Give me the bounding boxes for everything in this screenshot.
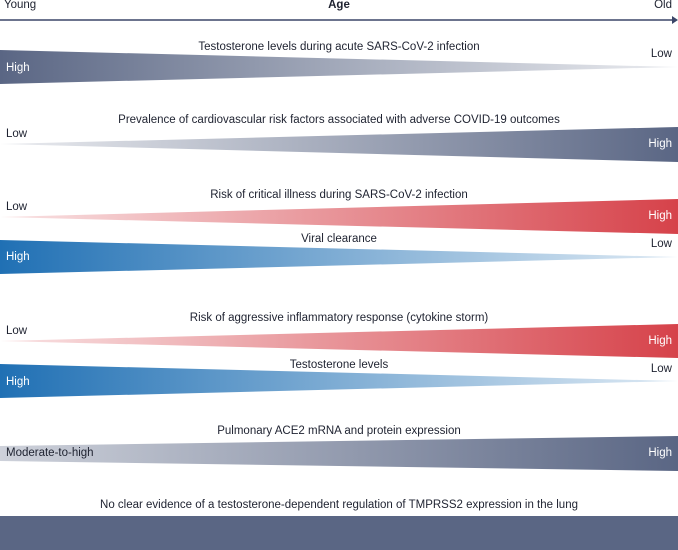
age-axis-arrowhead [672, 16, 678, 24]
wedge-testosterone [0, 364, 678, 398]
row-right-label-cv-risk: High [648, 138, 672, 150]
row-right-label-inflammatory: High [648, 335, 672, 347]
row-title-tmprss2: No clear evidence of a testosterone-depe… [100, 499, 578, 511]
wedge-testosterone-acute [0, 50, 678, 84]
row-title-ace2: Pulmonary ACE2 mRNA and protein expressi… [217, 425, 461, 437]
row-right-label-testosterone-acute: Low [650, 48, 672, 60]
row-left-label-ace2: Moderate-to-high [6, 447, 94, 459]
bar-tmprss2 [0, 516, 678, 550]
axis-title-age: Age [328, 0, 350, 11]
wedge-critical-illness [0, 199, 678, 234]
wedge-inflammatory [0, 324, 678, 358]
wedge-ace2 [0, 436, 678, 471]
row-left-label-testosterone: High [6, 376, 30, 388]
row-left-label-critical-illness: Low [6, 201, 28, 213]
row-title-testosterone: Testosterone levels [289, 359, 389, 371]
row-title-viral-clearance: Viral clearance [301, 233, 377, 245]
row-title-testosterone-acute: Testosterone levels during acute SARS-Co… [198, 41, 480, 53]
row-left-label-cv-risk: Low [6, 128, 28, 140]
axis-label-old: Old [654, 0, 672, 11]
row-title-inflammatory: Risk of aggressive inflammatory response… [189, 312, 489, 324]
row-right-label-viral-clearance: Low [650, 238, 672, 250]
wedge-cv-risk [0, 127, 678, 162]
row-title-cv-risk: Prevalence of cardiovascular risk factor… [118, 114, 560, 126]
row-left-label-inflammatory: Low [6, 325, 28, 337]
row-right-label-critical-illness: High [648, 210, 672, 222]
row-right-label-ace2: High [648, 447, 672, 459]
row-title-critical-illness: Risk of critical illness during SARS-CoV… [210, 189, 468, 201]
axis-label-young: Young [4, 0, 37, 11]
row-right-label-testosterone: Low [650, 363, 672, 375]
row-left-label-viral-clearance: High [6, 251, 30, 263]
wedge-viral-clearance [0, 240, 678, 274]
row-left-label-testosterone-acute: High [6, 62, 30, 74]
